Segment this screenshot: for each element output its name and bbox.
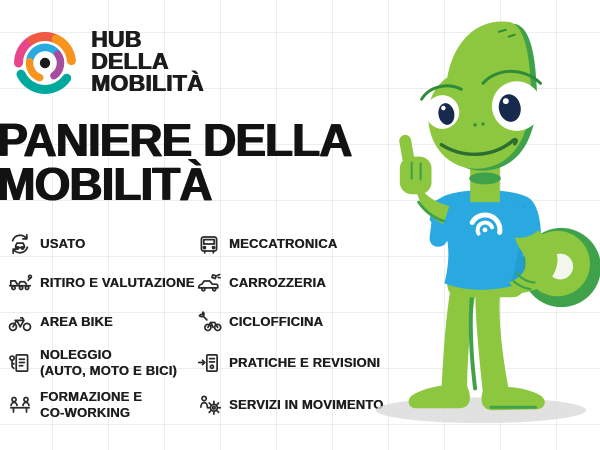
brand-line: MOBILITÀ	[91, 70, 204, 97]
service-item-usato: USATO	[6, 230, 195, 257]
mascot-thumbs-up-arm	[399, 134, 460, 231]
chameleon-mascot	[376, 21, 600, 424]
mascot-fist	[399, 156, 432, 195]
service-label: FORMAZIONE E CO-WORKING	[40, 389, 143, 420]
bike-icon	[6, 308, 33, 335]
mascot-right-brow	[481, 70, 542, 85]
brand-name: HUB DELLA MOBILITÀ	[91, 26, 204, 97]
rental-contract-icon	[6, 350, 33, 377]
mascot-head	[420, 21, 542, 171]
mascot-left-brow	[420, 84, 463, 101]
service-label: CICLOFFICINA	[229, 313, 324, 329]
service-label: CARROZZERIA	[229, 274, 326, 290]
bike-workshop-icon	[195, 308, 222, 335]
paperwork-icon	[195, 350, 222, 377]
service-label: PRATICHE E REVISIONI	[229, 355, 381, 371]
mobile-service-icon	[195, 392, 222, 419]
service-item-area-bike: AREA BIKE	[6, 308, 195, 335]
service-item-ritiro: RITIRO E VALUTAZIONE	[6, 269, 195, 296]
service-item-formazione: FORMAZIONE E CO-WORKING	[6, 389, 195, 421]
service-label: RITIRO E VALUTAZIONE	[40, 274, 195, 290]
hub-rings-icon-white	[469, 212, 503, 236]
mascot-shadow	[376, 397, 587, 424]
service-item-noleggio: NOLEGGIO (AUTO, MOTO E BICI)	[6, 347, 195, 379]
coworking-icon	[6, 392, 33, 419]
service-item-carrozzeria: CARROZZERIA	[195, 269, 398, 296]
service-item-ciclofficina: CICLOFFICINA	[195, 308, 398, 335]
service-item-meccatronica: MECCATRONICA	[195, 230, 398, 257]
service-label: USATO	[40, 235, 86, 251]
services-column-right: MECCATRONICA CARROZZERIA	[195, 230, 398, 431]
brand-header: HUB DELLA MOBILITÀ	[8, 26, 204, 100]
brand-line: DELLA	[91, 48, 169, 75]
service-item-pratiche: PRATICHE E REVISIONI	[195, 347, 398, 379]
title-line: MOBILITÀ	[0, 158, 212, 211]
hub-rings-logo-icon	[14, 32, 76, 94]
brand-line: HUB	[91, 26, 142, 52]
service-label: NOLEGGIO (AUTO, MOTO E BICI)	[40, 347, 177, 378]
mascot-right-arm	[508, 202, 558, 294]
service-label: AREA BIKE	[40, 313, 113, 329]
services-list: USATO RITIRO E VALUTAZIONE	[6, 230, 398, 431]
page-title: PANIERE DELLA MOBILITÀ	[0, 114, 352, 211]
title-line: PANIERE DELLA	[0, 114, 352, 166]
services-column-left: USATO RITIRO E VALUTAZIONE	[6, 230, 195, 431]
service-label: SERVIZI IN MOVIMENTO	[229, 397, 384, 413]
mascot-mouth	[439, 137, 518, 156]
mechatronics-icon	[195, 230, 222, 257]
service-item-servizi: SERVIZI IN MOVIMENTO	[195, 389, 398, 421]
body-shop-icon	[195, 269, 222, 296]
service-label: MECCATRONICA	[229, 235, 338, 251]
mascot-legs	[408, 283, 545, 411]
used-car-icon	[6, 230, 33, 257]
pickup-valuation-icon	[6, 269, 33, 296]
